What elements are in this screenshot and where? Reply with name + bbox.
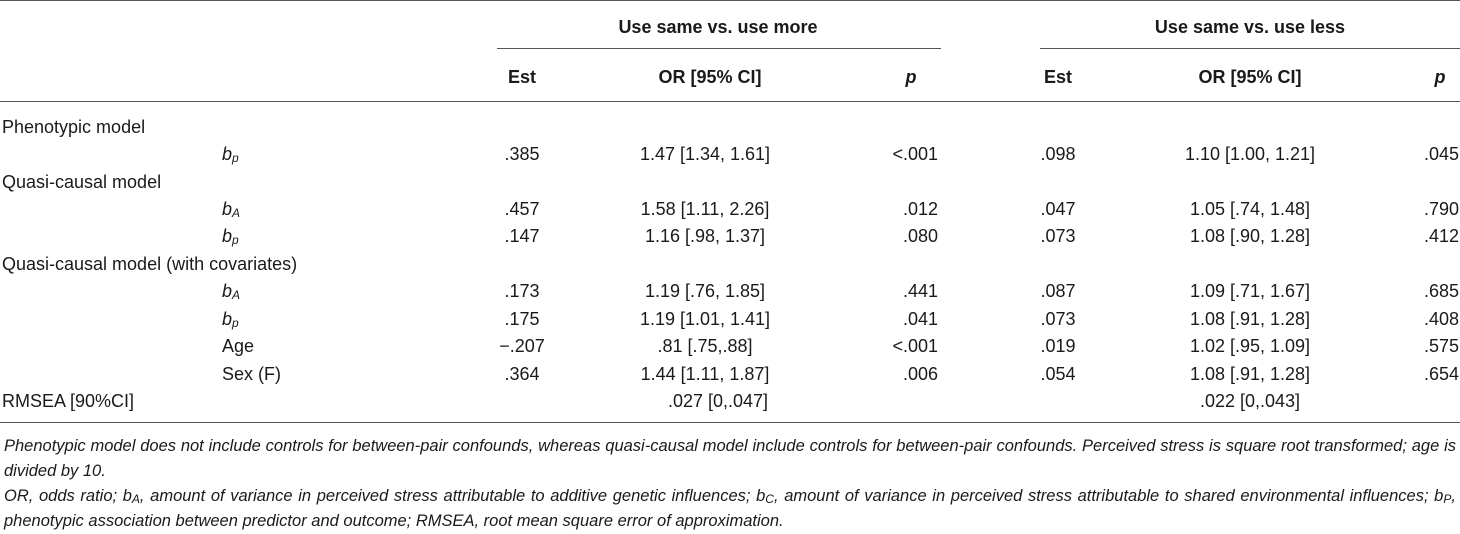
rmsea-value: .022 [0,.043] [1199,391,1301,411]
table-footnote-abbreviations: OR, odds ratio; bA, amount of variance i… [4,487,1456,530]
col-header-est: Est [507,67,537,87]
rmsea-value: .027 [0,.047] [667,391,769,411]
p-cell: .041 [902,309,938,329]
p-cell: <.001 [892,144,938,164]
est-cell: .364 [504,364,540,384]
est-cell: .087 [1040,281,1076,301]
p-cell: .006 [902,364,938,384]
parameter-label: bA [222,281,241,302]
est-cell: .073 [1040,309,1076,329]
or-cell: 1.10 [1.00, 1.21] [1184,144,1316,164]
est-cell: .147 [504,226,540,246]
col-header-p: p [905,67,917,87]
or-cell: 1.05 [.74, 1.48] [1189,199,1311,219]
section-label: Quasi-causal model [2,172,162,192]
est-cell: .047 [1040,199,1076,219]
or-cell: 1.16 [.98, 1.37] [644,226,766,246]
est-cell: .019 [1040,336,1076,356]
p-cell: .685 [1423,281,1459,301]
est-cell: .457 [504,199,540,219]
est-cell: .054 [1040,364,1076,384]
col-header-or: OR [95% CI] [658,67,762,87]
or-cell: 1.09 [.71, 1.67] [1189,281,1311,301]
p-cell: .012 [902,199,938,219]
p-cell: .575 [1423,336,1459,356]
p-cell: .654 [1423,364,1459,384]
parameter-label: bp [222,226,239,247]
section-label: Quasi-causal model (with covariates) [2,254,298,274]
group-header-use-more: Use same vs. use more [618,17,818,37]
header-rule [0,101,1460,102]
parameter-label: bp [222,309,239,330]
group-header-use-less: Use same vs. use less [1154,17,1346,37]
col-header-est: Est [1043,67,1073,87]
p-cell: .045 [1423,144,1459,164]
or-cell: 1.19 [1.01, 1.41] [639,309,771,329]
est-cell: .098 [1040,144,1076,164]
col-header-or: OR [95% CI] [1198,67,1302,87]
or-cell: 1.58 [1.11, 2.26] [640,199,770,219]
parameter-label: bp [222,144,239,165]
est-cell: −.207 [499,336,545,356]
or-cell: 1.44 [1.11, 1.87] [640,364,770,384]
est-cell: .175 [504,309,540,329]
rmsea-label: RMSEA [90%CI] [2,391,135,411]
p-cell: .408 [1423,309,1459,329]
or-cell: 1.19 [.76, 1.85] [644,281,766,301]
est-cell: .173 [504,281,540,301]
or-cell: 1.08 [.91, 1.28] [1189,364,1311,384]
table-footnote: Phenotypic model does not include contro… [4,437,1456,480]
parameter-label: bA [222,199,241,220]
section-label: Phenotypic model [2,117,146,137]
parameter-label: Sex (F) [222,364,282,384]
p-cell: .080 [902,226,938,246]
p-cell: .790 [1423,199,1459,219]
or-cell: 1.08 [.91, 1.28] [1189,309,1311,329]
group-a-underline [497,48,941,49]
or-cell: .81 [.75,.88] [657,336,753,356]
or-cell: 1.47 [1.34, 1.61] [639,144,771,164]
est-cell: .073 [1040,226,1076,246]
p-cell: <.001 [892,336,938,356]
p-cell: .441 [902,281,938,301]
top-rule [0,0,1460,1]
group-b-underline [1040,48,1460,49]
or-cell: 1.08 [.90, 1.28] [1189,226,1311,246]
or-cell: 1.02 [.95, 1.09] [1189,336,1311,356]
p-cell: .412 [1423,226,1459,246]
parameter-label: Age [222,336,255,356]
col-header-p: p [1434,67,1446,87]
est-cell: .385 [504,144,540,164]
bottom-rule [0,422,1460,423]
